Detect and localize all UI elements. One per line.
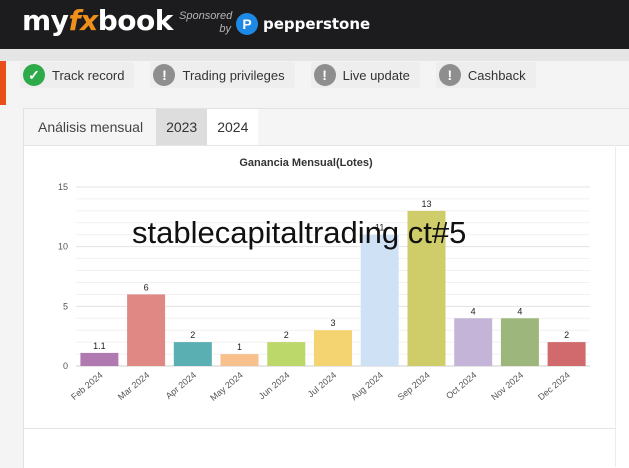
y-axis-ticks: 0 5 10 15 (58, 182, 68, 371)
y-tick-label: 5 (63, 301, 68, 311)
x-tick-label: Sep 2024 (396, 370, 432, 402)
badge-trading-privileges[interactable]: ! Trading privileges (150, 62, 295, 88)
bar-value-label: 2 (564, 330, 569, 340)
pepperstone-link[interactable]: P pepperstone (236, 13, 370, 35)
badge-label: Trading privileges (182, 67, 285, 83)
panel-divider (24, 428, 615, 429)
badge-track-record[interactable]: ✓ Track record (20, 62, 135, 88)
badge-label: Track record (52, 67, 125, 83)
bar[interactable] (360, 234, 399, 366)
tab-2023[interactable]: 2023 (156, 109, 208, 145)
badge-live-update[interactable]: ! Live update (310, 62, 420, 88)
x-tick-label: Apr 2024 (164, 370, 198, 401)
x-axis-ticks: Feb 2024 Mar 2024 Apr 2024 May 2024 Jun 2024… (69, 370, 572, 403)
bar-value-label: 2 (284, 330, 289, 340)
bar[interactable] (407, 210, 446, 366)
header-stripe (0, 49, 629, 61)
sponsored-line-1: Sponsored (179, 10, 233, 22)
logo-my: my (22, 4, 69, 37)
bar-value-label: 4 (517, 306, 522, 316)
bar-value-label: 4 (471, 306, 476, 316)
badge-label: Cashback (467, 67, 526, 83)
pepperstone-p-icon: P (236, 13, 258, 35)
bar-value-label: 1 (237, 342, 242, 352)
tab-2024[interactable]: 2024 (207, 109, 259, 145)
x-tick-label: Aug 2024 (349, 370, 385, 402)
logo-fx: fx (68, 4, 98, 37)
bar[interactable] (173, 342, 212, 366)
monthly-analysis-panel: Análisis mensual 2023 2024 (23, 108, 629, 468)
x-tick-label: Jul 2024 (306, 370, 338, 400)
x-tick-label: Oct 2024 (444, 370, 478, 401)
check-icon: ✓ (23, 64, 45, 86)
bar-value-label: 1.1 (93, 341, 106, 351)
logo-book: book (97, 4, 174, 37)
left-accent-bar (0, 61, 6, 105)
bar[interactable] (127, 294, 166, 366)
x-tick-label: Mar 2024 (116, 370, 152, 402)
verification-badges: ✓ Track record ! Trading privileges ! Li… (20, 62, 552, 88)
badge-cashback[interactable]: ! Cashback (435, 62, 536, 88)
x-tick-label: Nov 2024 (489, 370, 525, 402)
bar-value-labels: 1.1 6 2 1 2 3 11 13 4 4 2 (93, 199, 569, 352)
bar[interactable] (500, 318, 539, 366)
x-tick-label: Dec 2024 (536, 370, 572, 402)
myfxbook-logo[interactable]: myfxbook (22, 4, 173, 37)
sponsored-line-2: by (219, 23, 231, 35)
panel-title: Análisis mensual (38, 119, 144, 135)
exclamation-icon: ! (313, 64, 336, 86)
x-tick-label: May 2024 (208, 370, 245, 403)
bar-value-label: 6 (144, 282, 149, 292)
exclamation-icon: ! (438, 64, 461, 86)
bar[interactable] (80, 352, 119, 366)
bar-value-label: 3 (330, 318, 335, 328)
chart-title: Ganancia Mensual(Lotes) (239, 157, 373, 169)
bar[interactable] (314, 330, 352, 366)
bar-value-label: 13 (421, 199, 431, 209)
y-tick-label: 10 (58, 242, 68, 252)
bar[interactable] (220, 354, 259, 366)
sponsored-by-text: Sponsored by (179, 10, 233, 36)
exclamation-icon: ! (153, 64, 176, 86)
monthly-analysis-tabs: Análisis mensual 2023 2024 (24, 109, 629, 146)
watermark-text: stablecapitaltrading ct#5 (132, 215, 467, 250)
panel-right-border (615, 147, 616, 467)
x-tick-label: Feb 2024 (69, 370, 105, 402)
chart-bars (80, 210, 586, 366)
x-tick-label: Jun 2024 (257, 370, 292, 401)
bar-value-label: 2 (190, 330, 195, 340)
pepperstone-name: pepperstone (263, 15, 371, 33)
badge-label: Live update (342, 67, 410, 83)
top-bar: myfxbook Sponsored by P pepperstone (0, 0, 629, 49)
y-tick-label: 15 (58, 182, 68, 192)
y-tick-label: 0 (63, 361, 68, 371)
bar[interactable] (267, 342, 306, 366)
bar-value-label: 11 (375, 223, 384, 233)
bar[interactable] (547, 342, 586, 366)
bar[interactable] (454, 318, 493, 366)
